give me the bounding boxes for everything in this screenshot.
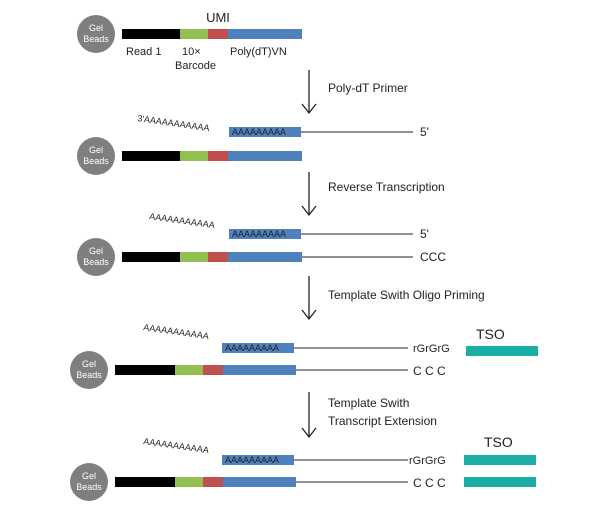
ccc-label: C C C (413, 476, 446, 490)
umi-segment (208, 252, 228, 262)
ccc-label: CCC (420, 250, 446, 264)
tso-label: TSO (484, 434, 513, 450)
construct-5: AAAAAAAAAAA AAAAAAAAA rGrGrG TSO Gel Bea… (70, 434, 536, 501)
gel-bead-label-line2: Beads (83, 34, 109, 44)
gel-bead-label-line2: Beads (76, 370, 102, 380)
gel-bead-label-line2: Beads (83, 257, 109, 267)
polydt-segment (223, 365, 296, 375)
polyT-block (229, 127, 301, 137)
five-prime-label: 5' (420, 227, 429, 241)
polyA-tail: AAAAAAAAAAA (143, 322, 210, 341)
umi-segment (203, 365, 223, 375)
five-prime-label: 5' (420, 125, 429, 139)
rgrgrg-label: rGrGrG (413, 343, 450, 355)
polyT-block-label: AAAAAAAAA (232, 127, 286, 137)
gel-bead-label-line1: Gel (89, 23, 103, 33)
step-label-template-swith: Template Swith (328, 396, 409, 410)
read1-segment (122, 29, 180, 39)
umi-segment (203, 477, 223, 487)
step-arrow-1: Poly-dT Primer (301, 70, 408, 115)
read1-segment (115, 365, 175, 375)
construct-1: Gel Beads UMI Read 1 10× Barcode Poly(dT… (77, 10, 302, 72)
read1-segment (122, 252, 180, 262)
gel-bead-label-line2: Beads (83, 156, 109, 166)
ccc-label: C C C (413, 364, 446, 378)
tso-extension (464, 477, 536, 487)
polyT-block-label: AAAAAAAAA (232, 229, 286, 239)
umi-label: UMI (206, 10, 230, 25)
step-label-reverse-transcription: Reverse Transcription (328, 180, 445, 194)
read1-label: Read 1 (126, 46, 161, 58)
polyT-block (229, 229, 301, 239)
gel-bead-label-line1: Gel (82, 359, 96, 369)
tso-oligo (466, 346, 538, 356)
step-label-poly-dt-primer: Poly-dT Primer (328, 81, 408, 95)
polyT-block (222, 343, 294, 353)
umi-segment (208, 29, 228, 39)
step-label-tso-priming: Template Swith Oligo Priming (328, 288, 485, 302)
gel-bead (77, 238, 115, 276)
tso-label: TSO (476, 326, 505, 342)
barcode-segment (180, 252, 208, 262)
tso-oligo (464, 455, 536, 465)
polydt-label: Poly(dT)VN (230, 46, 287, 58)
gel-bead-label-line2: Beads (76, 482, 102, 492)
gel-bead (77, 137, 115, 175)
read1-segment (115, 477, 175, 487)
gel-bead-label-line1: Gel (82, 471, 96, 481)
step-arrow-2: Reverse Transcription (301, 172, 445, 217)
polydt-segment (228, 29, 302, 39)
polyA-tail: AAAAAAAAAAA (143, 436, 210, 455)
construct-3: AAAAAAAAAAA AAAAAAAAA 5' Gel Beads CCC (77, 211, 446, 276)
barcode-segment (175, 477, 203, 487)
polyT-block (222, 455, 294, 465)
step-arrow-3: Template Swith Oligo Priming (301, 276, 485, 321)
umi-segment (208, 151, 228, 161)
construct-4: AAAAAAAAAAA AAAAAAAAA rGrGrG TSO Gel Bea… (70, 322, 538, 389)
construct-2: 3'AAAAAAAAAAA AAAAAAAAA 5' Gel Beads (77, 113, 429, 175)
gel-bead (70, 463, 108, 501)
gel-bead-label-line1: Gel (89, 145, 103, 155)
polydt-segment (223, 477, 296, 487)
polydt-segment (228, 151, 302, 161)
polyA-tail: AAAAAAAAAAA (149, 211, 216, 230)
barcode-prefix-label: 10× (182, 46, 201, 58)
polydt-segment (228, 252, 302, 262)
polyA-tail-3prime: 3'AAAAAAAAAAA (137, 113, 210, 133)
gel-bead (77, 15, 115, 53)
barcode-segment (180, 29, 208, 39)
rgrgrg-label: rGrGrG (409, 455, 446, 467)
barcode-segment (180, 151, 208, 161)
polyT-block-label: AAAAAAAAA (225, 455, 279, 465)
gel-bead-label-line1: Gel (89, 246, 103, 256)
read1-segment (122, 151, 180, 161)
gel-bead (70, 351, 108, 389)
barcode-segment (175, 365, 203, 375)
polyT-block-label: AAAAAAAAA (225, 343, 279, 353)
barcode-label: Barcode (175, 60, 216, 72)
step-label-transcript-extension: Transcript Extension (328, 414, 437, 428)
step-arrow-4: Template Swith Transcript Extension (301, 392, 437, 439)
